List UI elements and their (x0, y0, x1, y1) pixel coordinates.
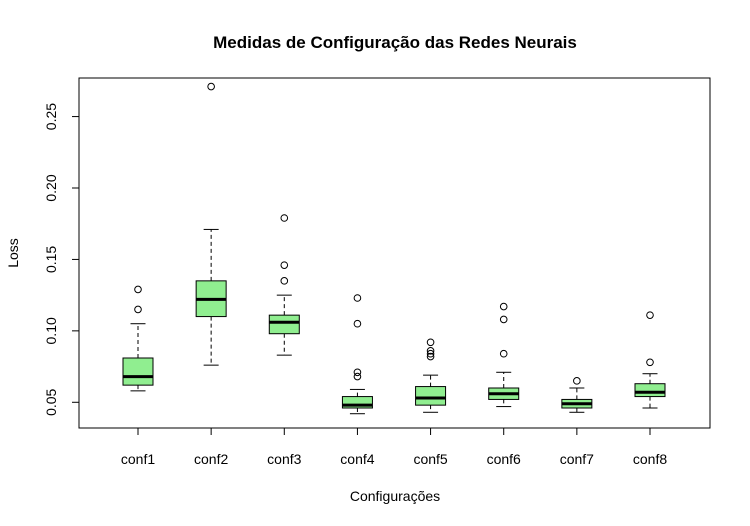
outlier-point (646, 311, 654, 319)
outlier-point (353, 294, 362, 302)
x-tick-label: conf3 (267, 451, 301, 467)
x-tick-label: conf6 (487, 451, 521, 467)
iqr-box (415, 386, 447, 406)
y-tick-label: 0.10 (43, 317, 59, 344)
outlier-point (573, 377, 581, 385)
y-tick-label: 0.20 (43, 174, 59, 201)
box-conf2 (195, 82, 227, 366)
chart-title: Medidas de Configuração das Redes Neurai… (213, 33, 577, 52)
box-conf7 (561, 377, 593, 413)
x-axis: conf1 conf2 conf3 conf4 conf5 conf6 conf7 conf8 (121, 427, 667, 467)
y-axis-label: Loss (5, 238, 21, 268)
outlier-point (280, 277, 289, 285)
box-conf8 (634, 311, 666, 409)
outlier-point (280, 261, 289, 269)
box-conf6 (488, 302, 520, 408)
outlier-point (280, 214, 289, 222)
y-tick-label: 0.15 (43, 246, 59, 273)
outlier-point (426, 349, 435, 358)
x-tick-label: conf4 (340, 451, 374, 467)
box-conf4 (341, 294, 373, 415)
outlier-point (646, 358, 654, 367)
iqr-box (268, 314, 300, 335)
x-tick-label: conf5 (413, 451, 447, 467)
iqr-box (634, 383, 666, 398)
outlier-point (426, 352, 435, 361)
outlier-point (426, 347, 435, 355)
outlier-point (134, 305, 142, 314)
outlier-point (207, 82, 215, 91)
boxes-group (122, 82, 666, 415)
outlier-point (353, 319, 362, 328)
outlier-point (134, 285, 142, 294)
outlier-point (426, 338, 435, 347)
x-axis-label: Configurações (350, 488, 440, 504)
box-conf3 (268, 214, 300, 356)
x-tick-label: conf2 (194, 451, 228, 467)
y-axis: 0.05 0.10 0.15 0.20 0.25 (43, 103, 80, 416)
iqr-box (122, 357, 154, 386)
x-tick-label: conf1 (121, 451, 155, 467)
iqr-box (341, 396, 373, 409)
y-tick-label: 0.05 (43, 388, 59, 415)
outlier-point (499, 349, 508, 358)
outlier-point (499, 302, 508, 311)
x-tick-label: conf7 (560, 451, 594, 467)
outlier-point (353, 368, 362, 377)
outlier-point (353, 372, 362, 381)
box-conf5 (415, 338, 447, 413)
box-conf1 (122, 285, 154, 392)
x-tick-label: conf8 (633, 451, 667, 467)
y-tick-label: 0.25 (43, 103, 59, 130)
outlier-point (499, 315, 508, 324)
